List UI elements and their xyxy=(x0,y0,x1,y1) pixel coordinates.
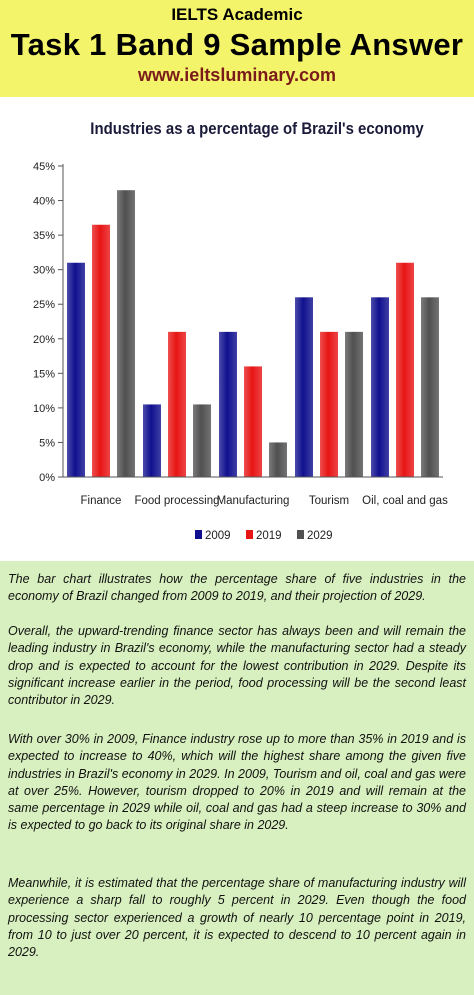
header-subtitle: IELTS Academic xyxy=(171,5,303,24)
bar-tourism-2009 xyxy=(295,297,313,477)
header-banner: IELTS Academic Task 1 Band 9 Sample Answ… xyxy=(0,0,474,97)
x-category-label: Tourism xyxy=(309,495,349,507)
bar-chart: Industries as a percentage of Brazil's e… xyxy=(33,120,448,542)
header-title: Task 1 Band 9 Sample Answer xyxy=(10,27,464,62)
legend-label-2029: 2029 xyxy=(307,530,333,542)
bar-finance-2029 xyxy=(117,190,135,477)
essay-paragraph-intro: The bar chart illustrates how the percen… xyxy=(8,572,466,604)
chart-title: Industries as a percentage of Brazil's e… xyxy=(90,120,423,138)
x-category-label: Finance xyxy=(81,495,122,507)
x-category-label: Oil, coal and gas xyxy=(362,495,448,507)
legend-swatch-2029 xyxy=(297,530,304,539)
bar-oil-coal-and-gas-2029 xyxy=(421,297,439,477)
legend-swatch-2009 xyxy=(195,530,202,539)
bar-oil-coal-and-gas-2009 xyxy=(371,297,389,477)
y-tick-label: 40% xyxy=(33,196,55,208)
y-tick-label: 30% xyxy=(33,265,55,277)
y-tick-label: 45% xyxy=(33,161,55,173)
bar-food-processing-2029 xyxy=(193,404,211,477)
website-link[interactable]: www.ieltsluminary.com xyxy=(137,65,337,85)
y-tick-label: 20% xyxy=(33,334,55,346)
y-tick-label: 35% xyxy=(33,230,55,242)
chart-panel: Industries as a percentage of Brazil's e… xyxy=(0,97,474,561)
essay-paragraph-body-2: Meanwhile, it is estimated that the perc… xyxy=(8,876,466,960)
bar-food-processing-2019 xyxy=(168,331,186,477)
bar-tourism-2029 xyxy=(345,331,363,477)
essay-paragraph-body-1: With over 30% in 2009, Finance industry … xyxy=(8,732,466,833)
legend-label-2009: 2009 xyxy=(205,530,231,542)
bar-tourism-2019 xyxy=(320,331,338,477)
x-category-label: Food processing xyxy=(134,495,219,507)
legend-swatch-2019 xyxy=(246,530,253,539)
bar-manufacturing-2019 xyxy=(244,366,262,477)
y-tick-label: 25% xyxy=(33,299,55,311)
y-tick-label: 10% xyxy=(33,403,55,415)
bar-oil-coal-and-gas-2019 xyxy=(396,262,414,477)
y-tick-label: 0% xyxy=(39,472,55,484)
legend-label-2019: 2019 xyxy=(256,530,282,542)
essay-paragraph-overview: Overall, the upward-trending finance sec… xyxy=(8,624,466,708)
bar-finance-2009 xyxy=(67,262,85,477)
essay-panel: The bar chart illustrates how the percen… xyxy=(0,561,474,995)
y-tick-label: 5% xyxy=(39,437,55,449)
bar-manufacturing-2029 xyxy=(269,442,287,477)
bar-finance-2019 xyxy=(92,224,110,477)
x-category-label: Manufacturing xyxy=(217,495,290,507)
y-tick-label: 15% xyxy=(33,368,55,380)
bar-food-processing-2009 xyxy=(143,404,161,477)
bar-manufacturing-2009 xyxy=(219,331,237,477)
